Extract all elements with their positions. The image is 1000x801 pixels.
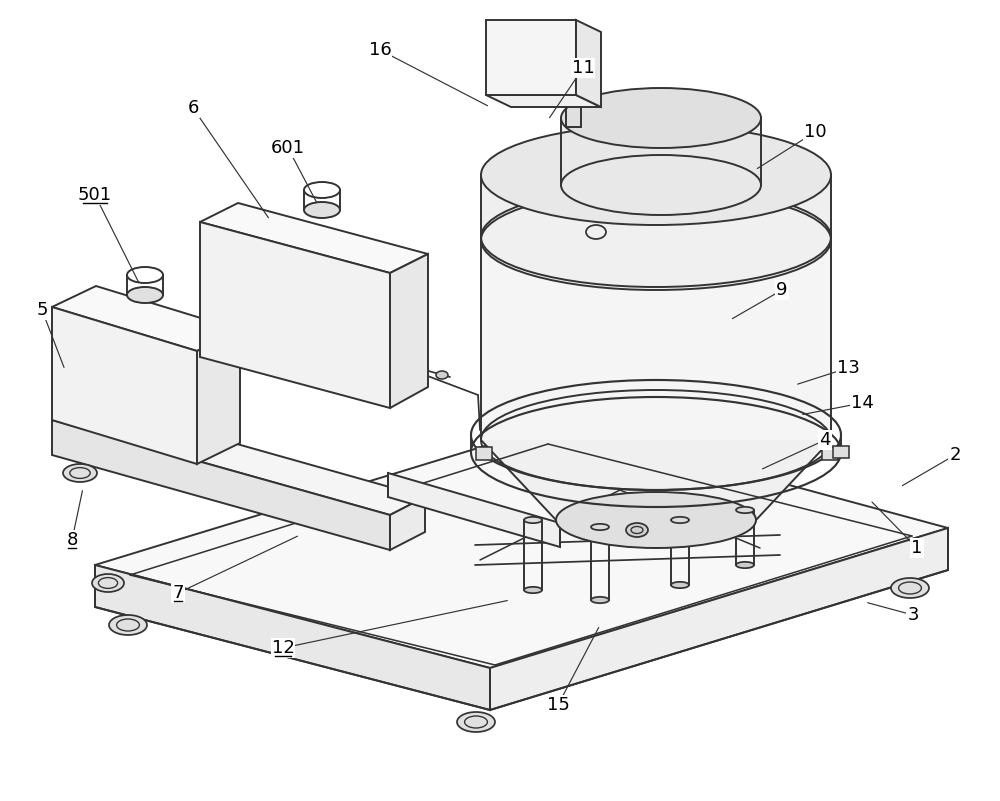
Ellipse shape [524, 587, 542, 594]
Ellipse shape [457, 712, 495, 732]
Text: 501: 501 [78, 186, 112, 204]
Ellipse shape [481, 125, 831, 225]
Ellipse shape [556, 492, 756, 548]
Ellipse shape [671, 517, 689, 523]
Bar [822, 448, 838, 461]
Text: 601: 601 [271, 139, 305, 157]
Polygon shape [95, 565, 490, 710]
Ellipse shape [671, 582, 689, 588]
Ellipse shape [481, 190, 831, 290]
Ellipse shape [524, 517, 542, 523]
Text: 9: 9 [776, 281, 788, 299]
Text: 13: 13 [837, 359, 859, 377]
Ellipse shape [591, 524, 609, 530]
Text: 14: 14 [851, 394, 873, 412]
Polygon shape [390, 254, 428, 408]
Text: 16: 16 [369, 41, 391, 59]
Polygon shape [481, 440, 831, 520]
Text: 12: 12 [272, 639, 294, 657]
Polygon shape [390, 497, 425, 550]
Ellipse shape [92, 574, 124, 592]
Ellipse shape [736, 562, 754, 568]
Polygon shape [561, 118, 761, 185]
Text: 1: 1 [911, 539, 923, 557]
Ellipse shape [109, 615, 147, 635]
Polygon shape [481, 240, 831, 440]
Ellipse shape [304, 202, 340, 218]
Ellipse shape [127, 287, 163, 303]
Text: 5: 5 [36, 301, 48, 319]
Polygon shape [576, 20, 601, 107]
Polygon shape [197, 330, 240, 464]
Ellipse shape [63, 464, 97, 482]
Polygon shape [52, 286, 240, 351]
Ellipse shape [891, 578, 929, 598]
Text: 15: 15 [547, 696, 569, 714]
Text: 4: 4 [819, 431, 831, 449]
Ellipse shape [626, 523, 648, 537]
Polygon shape [52, 307, 197, 464]
Polygon shape [200, 203, 428, 273]
Polygon shape [490, 528, 948, 710]
Bar [833, 445, 849, 458]
Text: 7: 7 [172, 584, 184, 602]
Polygon shape [388, 473, 560, 547]
Polygon shape [481, 175, 831, 237]
Text: 11: 11 [572, 59, 594, 77]
Polygon shape [52, 402, 425, 515]
Ellipse shape [736, 507, 754, 513]
Polygon shape [486, 20, 576, 95]
Bar [476, 447, 492, 460]
Polygon shape [486, 95, 601, 107]
Ellipse shape [561, 88, 761, 148]
Polygon shape [52, 420, 390, 550]
Text: 8: 8 [66, 531, 78, 549]
Polygon shape [95, 423, 948, 668]
Text: 6: 6 [187, 99, 199, 117]
Text: 2: 2 [949, 446, 961, 464]
Polygon shape [200, 222, 390, 408]
Text: 10: 10 [804, 123, 826, 141]
Ellipse shape [591, 597, 609, 603]
Ellipse shape [436, 371, 448, 379]
Text: 3: 3 [907, 606, 919, 624]
